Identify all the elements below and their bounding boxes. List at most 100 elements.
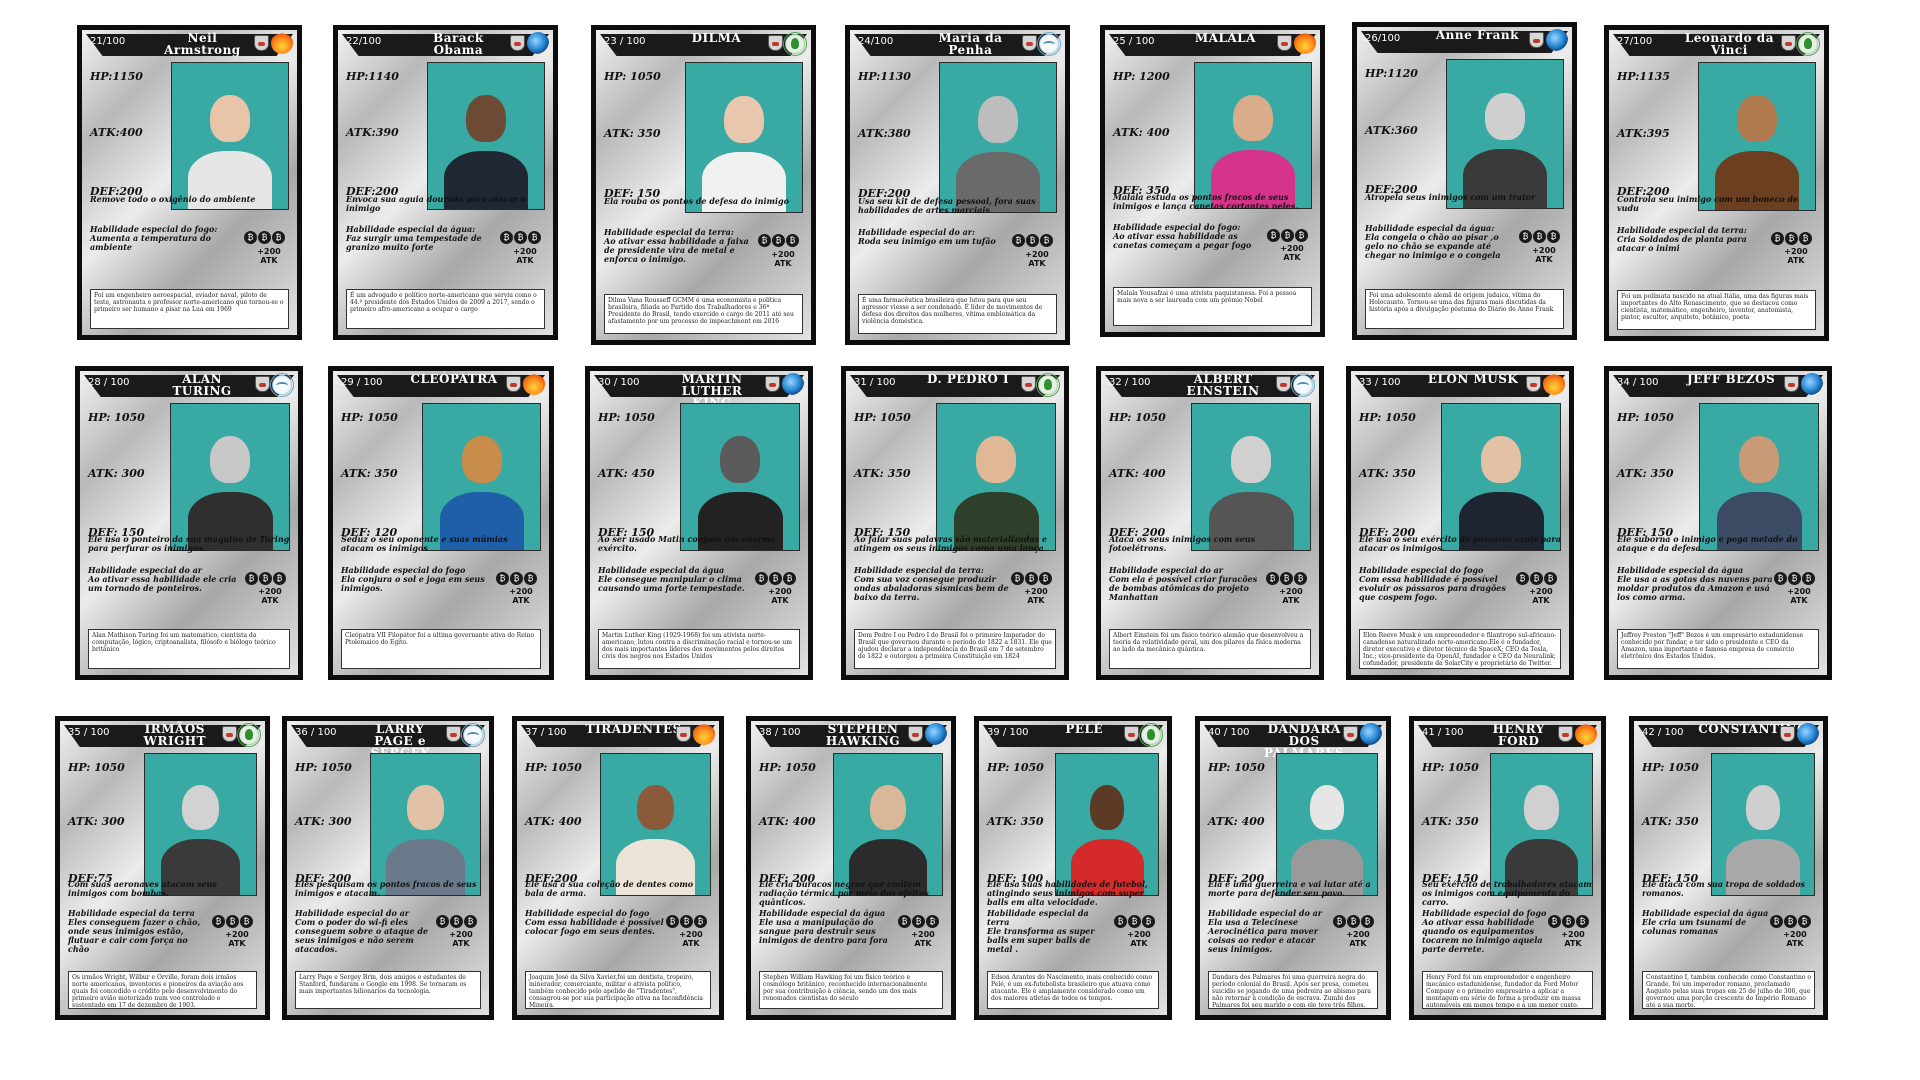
card-number: 22/100 <box>346 36 382 47</box>
special-ability: Habilidade especial da água Ele usa a man… <box>759 909 897 945</box>
portrait-head-icon <box>1089 785 1125 831</box>
bitcoin-coin-icon: ₿ <box>666 915 679 929</box>
character-card[interactable]: 41 / 100 HENRY FORD HP: 1050 ATK: 350 DEF: 1… <box>1409 716 1606 1020</box>
cost-coins: ₿ ₿ ₿ <box>1266 223 1312 243</box>
card-number: 41 / 100 <box>1422 727 1464 738</box>
portrait-body-icon <box>1211 149 1295 208</box>
character-card[interactable]: 34 / 100 JEFF BEZOS HP: 1050 ATK: 350 DEF: 1… <box>1604 366 1832 680</box>
character-card[interactable]: 29 / 100 CLEÓPATRA HP: 1050 ATK: 350 DEF: 12… <box>328 366 554 680</box>
shield-logo-icon <box>1276 376 1291 392</box>
atk-bonus: +200 ATK <box>771 250 795 269</box>
atk-stat: ATK:395 <box>1617 126 1670 140</box>
character-card[interactable]: 38 / 100 STEPHEN HAWKING HP: 1050 ATK: 400 D… <box>746 716 956 1020</box>
biography-box: Henry Ford foi um empreendedor e engenhe… <box>1422 970 1593 1009</box>
shield-logo-icon <box>1124 726 1139 742</box>
hp-stat: HP:1150 <box>90 70 143 83</box>
cost-coins: ₿ ₿ ₿ <box>1547 909 1593 929</box>
character-card[interactable]: 24/100 Maria da Penha HP:1130 ATK:380 DEF:20… <box>845 25 1070 345</box>
special-ability-effect: Com ela é possível criar furacões de bom… <box>1109 573 1258 602</box>
portrait-image <box>170 403 290 551</box>
portrait-head-icon <box>636 785 674 831</box>
atk-bonus: +200 ATK <box>1025 250 1049 269</box>
def-stat: DEF: 200 <box>1359 525 1416 539</box>
atk-bonus: +200 ATK <box>768 586 792 605</box>
special-ability: Habilidade especial da água Ele consegue … <box>598 565 754 593</box>
hp-stat: HP: 1050 <box>1617 411 1674 424</box>
stats-panel: HP: 1050 ATK: 400 DEF: 200 <box>1109 403 1192 549</box>
attack-description: Ele usa o seu exército de pássaros azuis… <box>1359 534 1561 554</box>
bitcoin-coin-icon: ₿ <box>1281 229 1294 243</box>
special-ability-effect: Cria Soldados de planta para atacar o in… <box>1617 233 1747 253</box>
def-stat: DEF: 150 <box>604 186 661 200</box>
character-card[interactable]: 32 / 100 ALBERT EINSTEIN HP: 1050 ATK: 400 D… <box>1096 366 1324 680</box>
stats-panel: HP:1135 ATK:395 DEF:200 <box>1617 62 1699 209</box>
special-ability-title: Habilidade especial da água: <box>1365 223 1495 234</box>
character-card[interactable]: 26/100 Anne Frank HP:1120 ATK:360 DEF:200 Atr… <box>1352 22 1577 340</box>
portrait-image <box>680 403 800 551</box>
stats-panel: HP: 1050 ATK: 350 DEF: 100 <box>987 753 1058 894</box>
def-stat: DEF: 150 <box>598 525 655 539</box>
card-name: PELÉ <box>1065 722 1104 736</box>
card-number: 39 / 100 <box>987 727 1029 738</box>
character-card[interactable]: 22/100 Barack Obama HP:1140 ATK:390 DEF:200 E… <box>333 25 558 340</box>
character-card[interactable]: 25 / 100 MALALA HP: 1200 ATK: 400 DEF: 350 Ma… <box>1100 25 1325 337</box>
bitcoin-coin-icon: ₿ <box>1266 571 1279 585</box>
stats-panel: HP: 1050 ATK: 350 DEF: 150 <box>1422 753 1493 894</box>
portrait-head-icon <box>210 95 250 143</box>
character-card[interactable]: 31 / 100 D. PEDRO I HP: 1050 ATK: 350 DEF: 1… <box>841 366 1069 680</box>
character-card[interactable]: 21/100 Neil Armstrong HP:1150 ATK:400 DEF:20… <box>77 25 302 340</box>
portrait-body-icon <box>1505 838 1578 896</box>
portrait-head-icon <box>461 436 502 483</box>
special-ability-title: Habilidade especial da terra: <box>854 564 984 575</box>
character-card[interactable]: 35 / 100 IRMÃOS WRIGHT HP: 1050 ATK: 300 DEF… <box>55 716 270 1020</box>
special-ability: Habilidade especial do ar Ao ativar essa … <box>88 565 244 593</box>
portrait-image <box>422 403 541 551</box>
bitcoin-coin-icon: ₿ <box>755 571 768 585</box>
hp-stat: HP: 1050 <box>525 761 582 774</box>
attack-description: Atropela seus inimigos com um trator <box>1365 192 1536 203</box>
stats-panel: HP: 1050 ATK: 400 DEF: 200 <box>1208 753 1279 894</box>
bitcoin-coin-icon: ₿ <box>1333 915 1346 929</box>
card-name: HENRY FORD <box>1492 722 1545 748</box>
bitcoin-coin-icon: ₿ <box>1128 915 1141 929</box>
card-face: 25 / 100 MALALA HP: 1200 ATK: 400 DEF: 350 Ma… <box>1105 30 1320 332</box>
bitcoin-coin-icon: ₿ <box>240 915 253 929</box>
special-ability-effect: Ao ativar essa habilidade a faixa de pre… <box>604 236 749 265</box>
bitcoin-coin-icon: ₿ <box>1039 571 1052 585</box>
stats-panel: HP: 1050 ATK: 350 DEF: 150 <box>854 403 937 549</box>
bitcoin-coin-icon: ₿ <box>226 915 239 929</box>
atk-bonus: +200 ATK <box>1787 586 1811 605</box>
portrait-head-icon <box>1481 436 1522 483</box>
card-face: 23 / 100 DILMA HP: 1050 ATK: 350 DEF: 150 Ela… <box>596 30 811 340</box>
special-ability: Habilidade especial do fogo Ela conjura o… <box>341 565 495 593</box>
character-card[interactable]: 42 / 100 CONSTANTINO HP: 1050 ATK: 350 DEF: … <box>1629 716 1828 1020</box>
character-card[interactable]: 37 / 100 TIRADENTES HP: 1050 ATK: 400 DEF:20… <box>512 716 724 1020</box>
character-card[interactable]: 28 / 100 ALAN TURING HP: 1050 ATK: 300 DEF: … <box>75 366 303 680</box>
character-card[interactable]: 33 / 100 ELON MUSK HP: 1050 ATK: 350 DEF: 20… <box>1346 366 1574 680</box>
bitcoin-coin-icon: ₿ <box>769 571 782 585</box>
attack-description: Com suas aeronaves atacam seus inimigos … <box>68 878 217 898</box>
atk-stat: ATK:380 <box>858 127 911 141</box>
bitcoin-coin-icon: ₿ <box>912 915 925 929</box>
card-number: 21/100 <box>90 36 126 47</box>
character-card[interactable]: 27/100 Leonardo da Vinci HP:1135 ATK:395 DEF… <box>1604 25 1829 341</box>
hp-stat: HP:1130 <box>858 70 911 83</box>
cost-coins: ₿ ₿ ₿ <box>1773 566 1819 585</box>
cost-coins: ₿ ₿ ₿ <box>1010 566 1056 585</box>
card-face: 35 / 100 IRMÃOS WRIGHT HP: 1050 ATK: 300 DEF… <box>60 721 265 1015</box>
character-card[interactable]: 39 / 100 PELÉ HP: 1050 ATK: 350 DEF: 100 Ele … <box>974 716 1172 1020</box>
portrait-image <box>684 62 803 213</box>
portrait-head-icon <box>978 95 1018 144</box>
special-ability-effect: Ele cria um tsunami de colunas romanas <box>1642 917 1747 937</box>
atk-bonus: +200 ATK <box>258 586 282 605</box>
cost-coins: ₿ ₿ ₿ <box>754 566 800 585</box>
portrait-head-icon <box>720 436 761 483</box>
bitcoin-coin-icon: ₿ <box>1026 234 1039 248</box>
character-card[interactable]: 23 / 100 DILMA HP: 1050 ATK: 350 DEF: 150 Ela… <box>591 25 816 345</box>
atk-stat: ATK:360 <box>1365 124 1418 138</box>
card-number: 38 / 100 <box>759 727 801 738</box>
def-stat: DEF: 120 <box>341 525 398 539</box>
